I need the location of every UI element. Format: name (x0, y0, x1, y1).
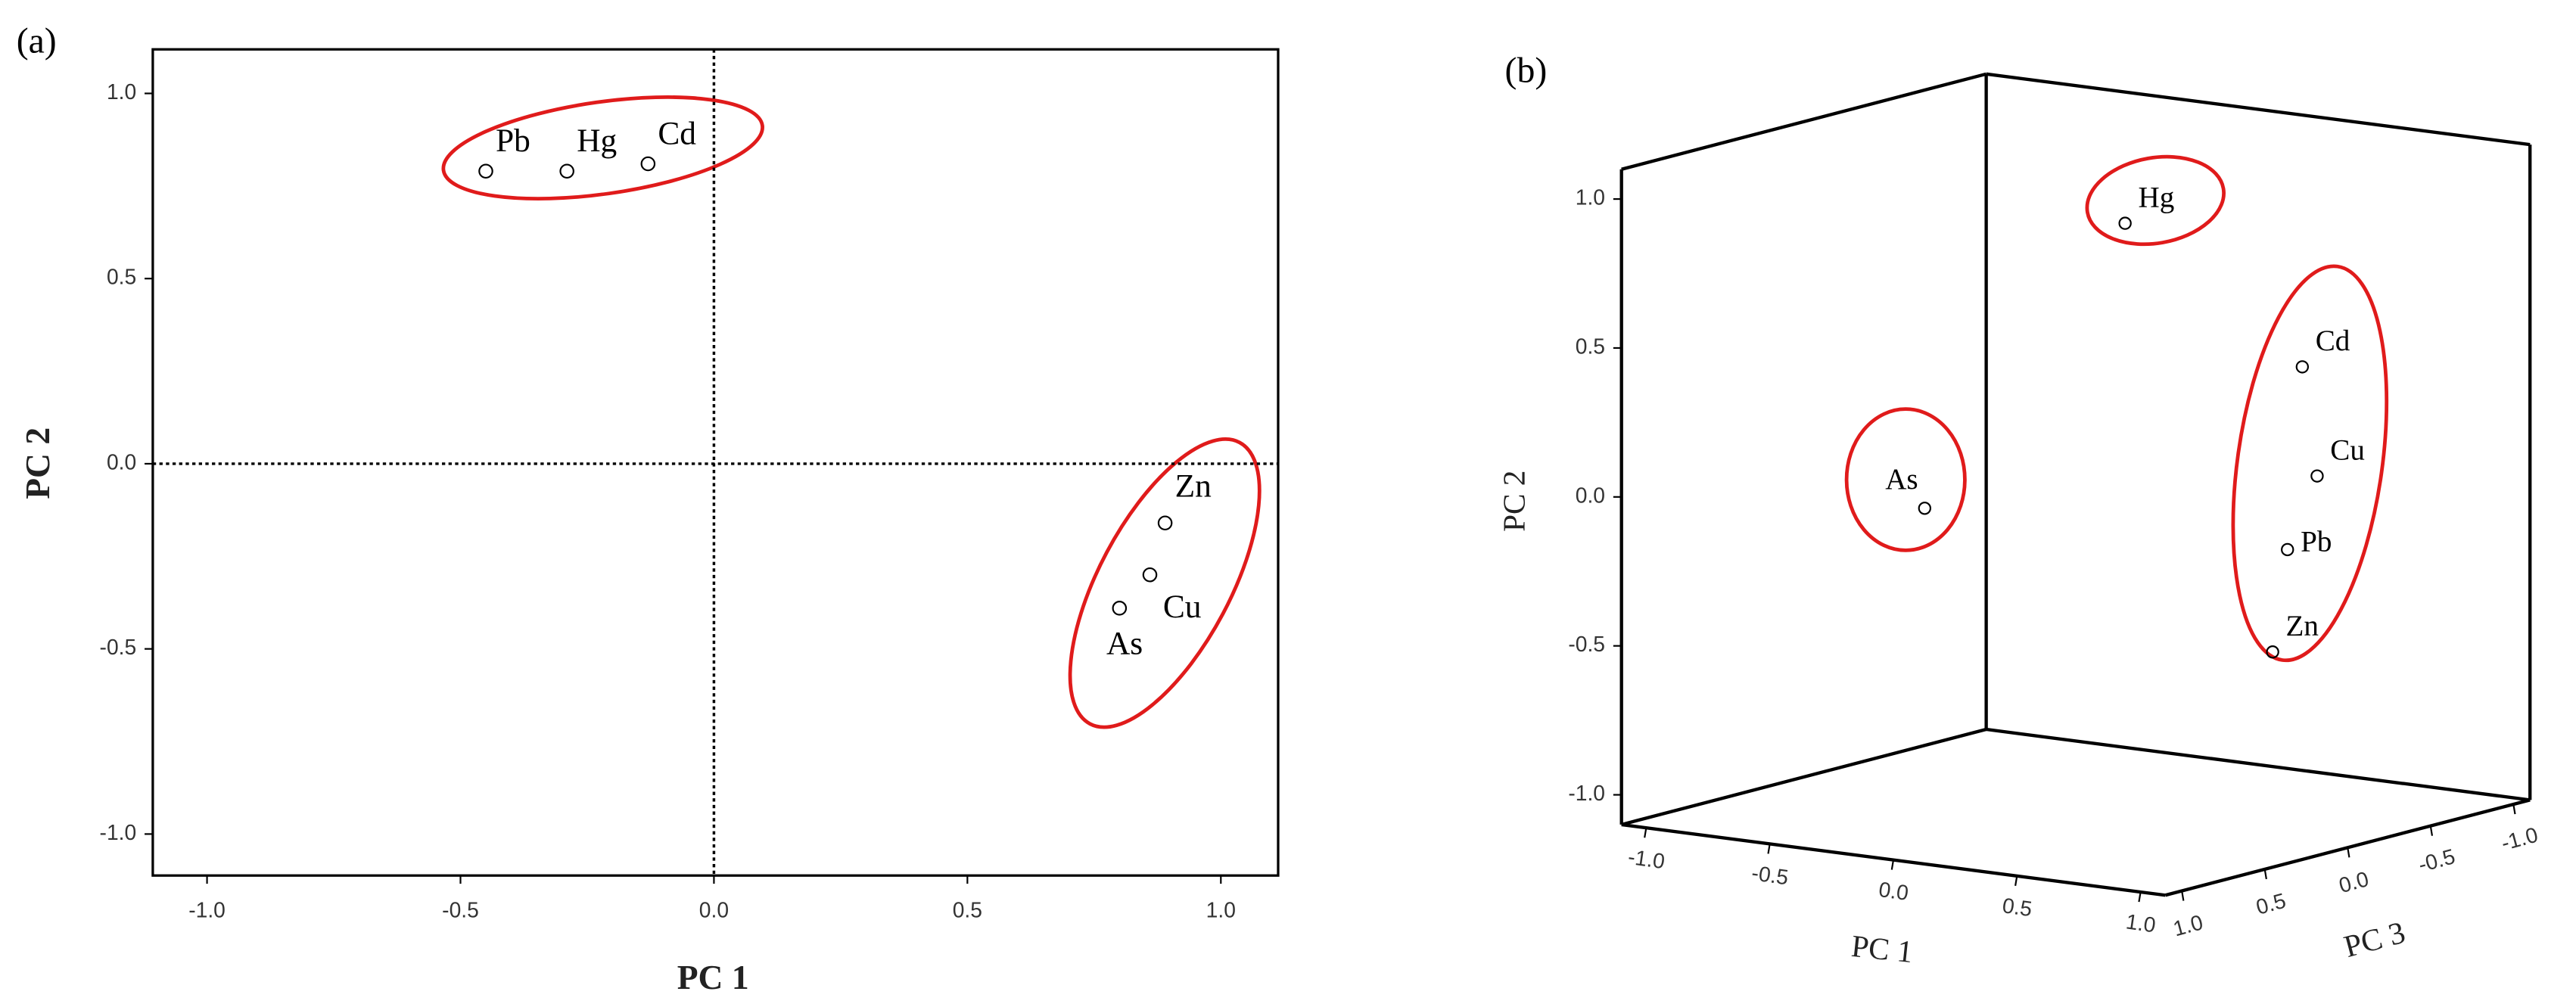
x-tick (1767, 844, 1771, 854)
y-tick-label: -1.0 (100, 820, 137, 844)
x-axis-title: PC 1 (1850, 928, 1915, 969)
y-tick-label: 1.0 (1576, 185, 1605, 210)
y-tick-label: 0.5 (107, 265, 136, 289)
y-tick-label: 0.0 (1576, 483, 1605, 507)
point (1918, 502, 1932, 515)
z-tick (2429, 825, 2434, 836)
point (640, 156, 656, 172)
x-tick-label: 0.0 (699, 897, 729, 922)
box-edge (1986, 72, 2531, 147)
panel-label: (b) (1505, 51, 1548, 91)
point-label: Pb (2301, 526, 2332, 558)
z-tick (2263, 869, 2267, 880)
z-tick-label: 0.0 (2336, 866, 2371, 897)
point (1142, 567, 1158, 583)
x-tick-label: 1.0 (2124, 909, 2157, 937)
point-label: Hg (2139, 181, 2175, 213)
point-label: Pb (496, 123, 530, 159)
x-tick-label: 0.0 (1878, 877, 1910, 905)
z-tick-label: -1.0 (2499, 822, 2540, 855)
y-tick-label: 0.5 (1576, 334, 1605, 358)
group-ellipse (1068, 437, 1262, 729)
point (2266, 645, 2279, 659)
y-tick-label: -1.0 (1568, 781, 1605, 805)
z-tick-label: -0.5 (2416, 844, 2457, 876)
y-axis-title: PC 2 (18, 427, 57, 499)
box-edge (1986, 727, 2531, 802)
panel-label: (a) (17, 21, 57, 61)
y-axis-title: PC 2 (1497, 471, 1532, 532)
z-tick (2181, 890, 2185, 901)
point (2118, 216, 2132, 230)
point-label: Zn (2285, 610, 2318, 642)
point (2295, 360, 2310, 374)
point-label: Cd (2316, 325, 2350, 357)
x-tick-label: -0.5 (1750, 860, 1790, 889)
point-label: Hg (577, 123, 617, 159)
z-tick (2347, 847, 2350, 858)
point-label: Zn (1175, 468, 1212, 505)
x-axis-title: PC 1 (677, 958, 749, 996)
point (559, 163, 574, 179)
z-tick (2512, 803, 2516, 815)
group-ellipse (1844, 407, 1967, 552)
x-tick-label: 0.5 (2001, 893, 2033, 921)
group-ellipse (2231, 264, 2389, 663)
x-tick (2014, 875, 2018, 887)
y-tick-label: 0.0 (107, 449, 136, 474)
point (1157, 515, 1173, 531)
group-ellipse (2085, 154, 2226, 247)
x-tick-label: 0.5 (953, 897, 982, 922)
x-tick (2138, 891, 2142, 903)
x-tick-label: -1.0 (1626, 844, 1666, 873)
group-ellipse (441, 95, 764, 200)
point-label: Cd (658, 115, 696, 151)
z-axis-title: PC 3 (2340, 915, 2409, 964)
point (478, 163, 493, 179)
box-edge (1621, 727, 1987, 827)
point (2310, 469, 2324, 483)
x-tick (1644, 827, 1647, 838)
box-edge (1621, 72, 1987, 171)
point (1112, 601, 1128, 616)
point-label: Cu (1163, 589, 1202, 625)
x-tick-label: -1.0 (188, 897, 226, 922)
y-tick-label: -0.5 (1568, 632, 1605, 656)
point-label: As (1885, 463, 1918, 496)
y-tick-label: -0.5 (100, 635, 137, 659)
x-tick (1890, 859, 1895, 870)
point-label: Cu (2330, 434, 2365, 466)
x-tick-label: -0.5 (442, 897, 479, 922)
z-tick-label: 1.0 (2170, 909, 2205, 940)
y-tick-label: 1.0 (107, 79, 136, 104)
x-tick-label: 1.0 (1206, 897, 1236, 922)
z-tick-label: 0.5 (2254, 888, 2288, 919)
point (2281, 542, 2294, 557)
point-label: As (1106, 626, 1143, 662)
plot-frame (151, 48, 1280, 877)
